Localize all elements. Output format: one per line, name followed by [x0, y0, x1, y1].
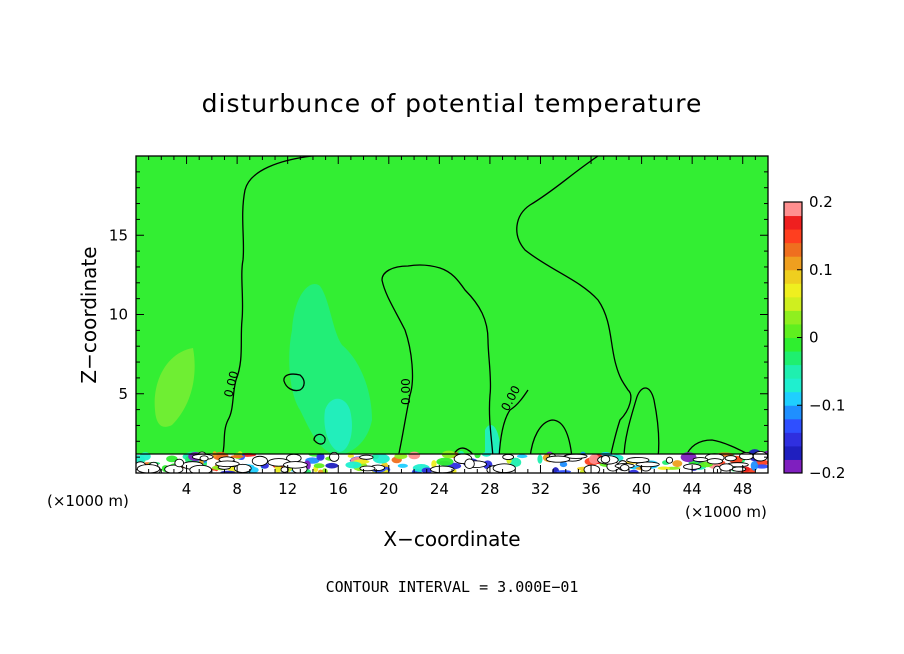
- colorbar-swatch: [784, 296, 802, 311]
- surface-disturbance-layer: [136, 449, 768, 473]
- x-unit-label-right: (×1000 m): [685, 503, 767, 521]
- x-tick-label: 40: [632, 480, 651, 498]
- plot-area: 0.00 0.00 0.00: [136, 156, 768, 473]
- colorbar-swatch: [784, 256, 802, 271]
- colorbar-tick-label: −0.1: [809, 396, 845, 414]
- colorbar-swatch: [784, 405, 802, 420]
- x-tick-label: 32: [531, 480, 550, 498]
- colorbar-swatch: [784, 283, 802, 298]
- colorbar-tick-label: 0.2: [809, 193, 833, 211]
- colorbar-swatch: [784, 445, 802, 460]
- x-tick-label: 4: [182, 480, 192, 498]
- cool-anomaly-small: [485, 425, 500, 458]
- colorbar-swatch: [784, 215, 802, 230]
- colorbar-tick-label: 0.1: [809, 261, 833, 279]
- y-tick-label: 5: [118, 385, 128, 403]
- colorbar-swatch: [784, 202, 802, 217]
- x-tick-label: 20: [379, 480, 398, 498]
- colorbar-swatch: [784, 269, 802, 284]
- field-background: [136, 156, 768, 473]
- colorbar-swatch: [784, 323, 802, 338]
- y-tick-label: 10: [109, 306, 128, 324]
- colorbar-swatch: [784, 418, 802, 433]
- contour-label: 0.00: [399, 378, 413, 405]
- x-tick-label: 48: [733, 480, 752, 498]
- x-tick-label: 36: [581, 480, 600, 498]
- chart-title: disturbunce of potential temperature: [202, 89, 703, 118]
- colorbar-swatch: [784, 432, 802, 447]
- cool-anomaly-core: [324, 398, 352, 452]
- colorbar-swatch: [784, 229, 802, 244]
- colorbar-swatch: [784, 242, 802, 257]
- colorbar-tick-label: −0.2: [809, 464, 845, 482]
- contour-lines: [221, 156, 757, 459]
- colorbar-swatch: [784, 364, 802, 379]
- colorbar-swatch: [784, 459, 802, 474]
- colorbar: 0.2 0.1 0 −0.1 −0.2: [783, 193, 845, 482]
- colorbar-swatch: [784, 391, 802, 406]
- colorbar-tick-label: 0: [809, 329, 819, 347]
- colorbar-swatch: [784, 310, 802, 325]
- x-tick-label: 24: [430, 480, 449, 498]
- x-tick-label: 16: [329, 480, 348, 498]
- warm-anomaly-region: [154, 348, 195, 427]
- contour-interval-note: CONTOUR INTERVAL = 3.000E−01: [326, 578, 579, 596]
- colorbar-swatch: [784, 351, 802, 366]
- contour-label: 0.00: [221, 369, 241, 398]
- cool-anomaly-region: [289, 284, 372, 455]
- colorbar-swatch: [784, 337, 802, 352]
- x-tick-label: 44: [683, 480, 702, 498]
- x-tick-label: 8: [232, 480, 242, 498]
- x-tick-label: 12: [278, 480, 297, 498]
- colorbar-swatch: [784, 378, 802, 393]
- x-axis-label: X−coordinate: [383, 527, 520, 551]
- x-unit-label: (×1000 m): [47, 492, 129, 510]
- y-tick-label: 15: [109, 226, 128, 244]
- y-axis-label: Z−coordinate: [77, 246, 101, 383]
- x-tick-label: 28: [480, 480, 499, 498]
